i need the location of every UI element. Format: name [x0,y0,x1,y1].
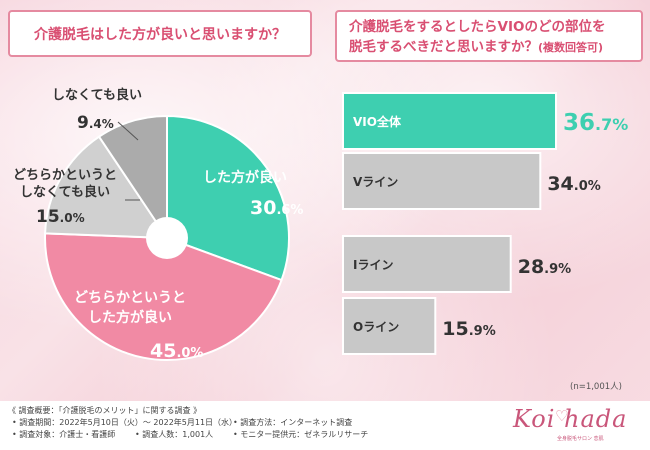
survey-info-panel: 《 調査概要：「介護脱毛のメリット」に関する調査 》 • 調査期間：2022年5… [0,401,650,450]
pie-center-hole [146,217,188,259]
logo-sub: 全身脱毛サロン 恋肌 [557,436,604,442]
right-title-line2-text: 脱毛するべきだと思いますか？ [349,39,538,55]
pie-slice [166,114,290,282]
bar [342,152,542,210]
pie-slice-label: しなくても良い [20,184,110,200]
right-title-line1: 介護脱毛をするとしたらVIOのどの部位を [349,19,606,35]
bar [342,297,437,355]
right-title-line2: 脱毛するべきだと思いますか？(複数回答可) [349,37,641,58]
left-chart-title: 介護脱毛はした方が良いと思いますか？ [8,10,312,57]
pie-slice-value: 9.4% [77,113,114,133]
pie-slice [44,232,283,361]
survey-count: • 調査人数：1,001人 [135,430,214,439]
survey-heading: 《 調査概要：「介護脱毛のメリット」に関する調査 》 [8,406,202,415]
pie-slice-label: どちらかというと [74,290,186,306]
bar [342,92,557,150]
logo-brand: Koi hada [513,405,628,433]
heart-icon: ♡ [555,407,569,425]
bar-value-label: 36.7% [563,110,628,136]
pie-slice [97,114,168,242]
pie-slice-label: どちらかというと [13,168,117,183]
bar-category-label: Oライン [353,320,399,334]
bar-value-label: 15.9% [442,318,495,340]
right-chart-title: 介護脱毛をするとしたらVIOのどの部位を 脱毛するべきだと思いますか？(複数回答… [335,10,643,62]
survey-method: • 調査方法：インターネット調査 [233,418,353,427]
sample-size-note: (n=1,001人) [570,382,622,392]
bar-category-label: Vライン [353,175,398,189]
pie-slice [44,135,169,240]
pie-slice-value: 15.0% [36,207,85,227]
right-title-sub: (複数回答可) [538,41,604,54]
bar-value-label: 34.0% [547,173,600,195]
bar-value-label: 28.9% [518,256,571,278]
bar-category-label: Iライン [353,258,393,272]
survey-target: • 調査対象：介護士・看護師 [12,430,116,439]
bar [342,235,512,293]
bar-category-label: VIO全体 [353,114,402,129]
pie-slice-label: しなくても良い [52,87,142,103]
survey-monitor: • モニター提供元：ゼネラルリサーチ [233,430,369,439]
survey-period: • 調査期間：2022年5月10日（火）～ 2022年5月11日（水） [12,418,238,427]
pie-slice-label: した方が良い [88,309,172,326]
pie-slice-value: 45.0% [150,340,203,362]
pie-slice-value: 30.6% [250,197,303,219]
pie-leader-line [117,121,139,141]
koihada-logo: Koi hada ♡ 全身脱毛サロン 恋肌 [513,405,643,445]
pie-slice-label: した方が良い [203,169,287,186]
